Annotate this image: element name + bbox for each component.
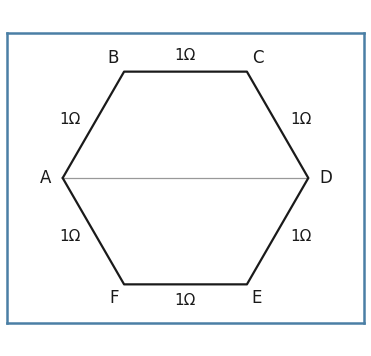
Text: 1Ω: 1Ω [290, 230, 311, 245]
Text: F: F [110, 289, 119, 307]
Text: C: C [252, 49, 263, 67]
Text: A: A [40, 169, 52, 187]
Text: 1Ω: 1Ω [290, 111, 311, 126]
Text: E: E [252, 289, 262, 307]
Text: 1Ω: 1Ω [60, 230, 81, 245]
Text: 1Ω: 1Ω [175, 293, 196, 308]
Text: D: D [319, 169, 332, 187]
Text: B: B [108, 49, 119, 67]
Text: 1Ω: 1Ω [175, 48, 196, 63]
Text: 1Ω: 1Ω [60, 111, 81, 126]
